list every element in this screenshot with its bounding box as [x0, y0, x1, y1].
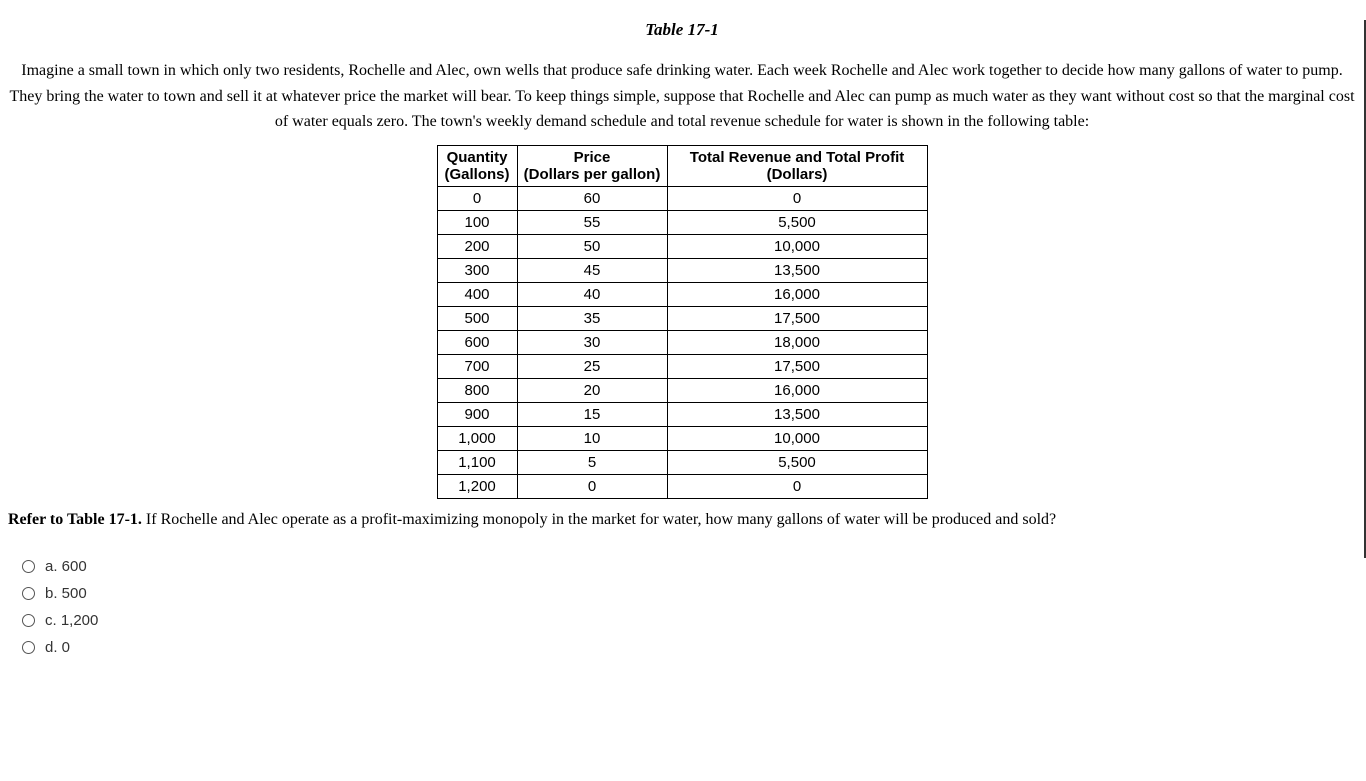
question-container: Table 17-1 Imagine a small town in which… [0, 20, 1366, 558]
cell-qty: 600 [437, 330, 517, 354]
cell-price: 55 [517, 210, 667, 234]
cell-rev: 5,500 [667, 450, 927, 474]
cell-price: 15 [517, 402, 667, 426]
table-row: 4004016,000 [437, 282, 927, 306]
option-label: c. 1,200 [45, 612, 98, 629]
data-table: Quantity (Gallons) Price (Dollars per ga… [437, 145, 928, 499]
cell-rev: 10,000 [667, 426, 927, 450]
header-rev-line1: Total Revenue and Total Profit [674, 149, 921, 166]
header-price-line2: (Dollars per gallon) [524, 166, 661, 183]
table-row: 0600 [437, 186, 927, 210]
option-label: b. 500 [45, 585, 87, 602]
radio-icon[interactable] [22, 587, 35, 600]
radio-icon[interactable] [22, 641, 35, 654]
header-qty-line1: Quantity [444, 149, 511, 166]
cell-price: 35 [517, 306, 667, 330]
table-row: 1,20000 [437, 474, 927, 498]
cell-qty: 900 [437, 402, 517, 426]
table-row: 100555,500 [437, 210, 927, 234]
cell-rev: 17,500 [667, 354, 927, 378]
cell-price: 60 [517, 186, 667, 210]
cell-price: 50 [517, 234, 667, 258]
options-list: a. 600 b. 500 c. 1,200 d. 0 [0, 558, 1366, 656]
option-label: a. 600 [45, 558, 87, 575]
option-label: d. 0 [45, 639, 70, 656]
cell-qty: 1,100 [437, 450, 517, 474]
header-price: Price (Dollars per gallon) [517, 145, 667, 186]
cell-rev: 5,500 [667, 210, 927, 234]
cell-price: 25 [517, 354, 667, 378]
table-row: 5003517,500 [437, 306, 927, 330]
table-row: 3004513,500 [437, 258, 927, 282]
cell-qty: 1,200 [437, 474, 517, 498]
table-row: 1,0001010,000 [437, 426, 927, 450]
header-rev-line2: (Dollars) [674, 166, 921, 183]
radio-icon[interactable] [22, 560, 35, 573]
option-row[interactable]: b. 500 [22, 585, 1366, 602]
header-qty-line2: (Gallons) [444, 166, 511, 183]
cell-qty: 300 [437, 258, 517, 282]
cell-qty: 700 [437, 354, 517, 378]
table-row: 2005010,000 [437, 234, 927, 258]
cell-qty: 500 [437, 306, 517, 330]
cell-rev: 0 [667, 186, 927, 210]
radio-icon[interactable] [22, 614, 35, 627]
cell-price: 30 [517, 330, 667, 354]
table-row: 1,10055,500 [437, 450, 927, 474]
cell-price: 10 [517, 426, 667, 450]
cell-qty: 400 [437, 282, 517, 306]
cell-price: 0 [517, 474, 667, 498]
question-refer: Refer to Table 17-1. [8, 511, 142, 528]
cell-price: 5 [517, 450, 667, 474]
cell-rev: 17,500 [667, 306, 927, 330]
option-row[interactable]: c. 1,200 [22, 612, 1366, 629]
table-row: 6003018,000 [437, 330, 927, 354]
question-body: If Rochelle and Alec operate as a profit… [142, 511, 1056, 528]
header-revenue: Total Revenue and Total Profit (Dollars) [667, 145, 927, 186]
intro-text: Imagine a small town in which only two r… [8, 58, 1356, 135]
cell-rev: 10,000 [667, 234, 927, 258]
cell-price: 40 [517, 282, 667, 306]
cell-price: 20 [517, 378, 667, 402]
cell-rev: 0 [667, 474, 927, 498]
option-row[interactable]: a. 600 [22, 558, 1366, 575]
cell-qty: 0 [437, 186, 517, 210]
cell-rev: 13,500 [667, 402, 927, 426]
cell-rev: 13,500 [667, 258, 927, 282]
table-row: 8002016,000 [437, 378, 927, 402]
header-price-line1: Price [524, 149, 661, 166]
table-row: 7002517,500 [437, 354, 927, 378]
cell-qty: 1,000 [437, 426, 517, 450]
cell-qty: 200 [437, 234, 517, 258]
cell-rev: 18,000 [667, 330, 927, 354]
question-text: Refer to Table 17-1. If Rochelle and Ale… [8, 507, 1356, 533]
option-row[interactable]: d. 0 [22, 639, 1366, 656]
cell-price: 45 [517, 258, 667, 282]
cell-rev: 16,000 [667, 378, 927, 402]
cell-qty: 100 [437, 210, 517, 234]
cell-rev: 16,000 [667, 282, 927, 306]
header-quantity: Quantity (Gallons) [437, 145, 517, 186]
table-row: 9001513,500 [437, 402, 927, 426]
table-title: Table 17-1 [8, 20, 1356, 40]
cell-qty: 800 [437, 378, 517, 402]
